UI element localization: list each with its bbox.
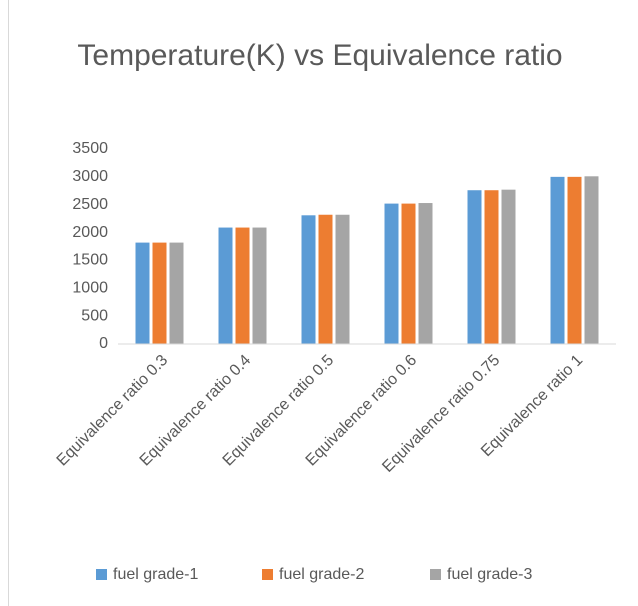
y-tick-label: 1500 <box>72 252 108 269</box>
y-tick-label: 1000 <box>72 280 108 297</box>
bar <box>235 227 250 344</box>
legend-label: fuel grade-1 <box>113 566 198 583</box>
bar <box>169 242 184 344</box>
bar <box>584 176 599 344</box>
bar <box>401 203 416 344</box>
y-tick-label: 2500 <box>72 196 108 213</box>
bar <box>218 227 233 344</box>
legend-label: fuel grade-2 <box>279 566 364 583</box>
legend-label: fuel grade-3 <box>447 566 532 583</box>
bar <box>318 214 333 344</box>
legend-swatch <box>262 569 273 580</box>
bar <box>467 190 482 344</box>
legend-swatch <box>430 569 441 580</box>
bar <box>550 176 565 344</box>
bar <box>152 242 167 344</box>
y-tick-label: 0 <box>99 335 108 352</box>
bar <box>301 215 316 344</box>
y-tick-label: 3000 <box>72 168 108 185</box>
bar <box>252 227 267 344</box>
bar <box>418 203 433 344</box>
bar <box>484 190 499 344</box>
bar <box>335 214 350 344</box>
y-tick-label: 2000 <box>72 224 108 241</box>
bar <box>567 176 582 344</box>
legend-swatch <box>96 569 107 580</box>
bar <box>135 242 150 344</box>
bar <box>384 203 399 344</box>
bar <box>501 189 516 344</box>
chart-title: Temperature(K) vs Equivalence ratio <box>77 39 563 72</box>
y-tick-label: 500 <box>81 307 108 324</box>
y-tick-label: 3500 <box>72 140 108 157</box>
